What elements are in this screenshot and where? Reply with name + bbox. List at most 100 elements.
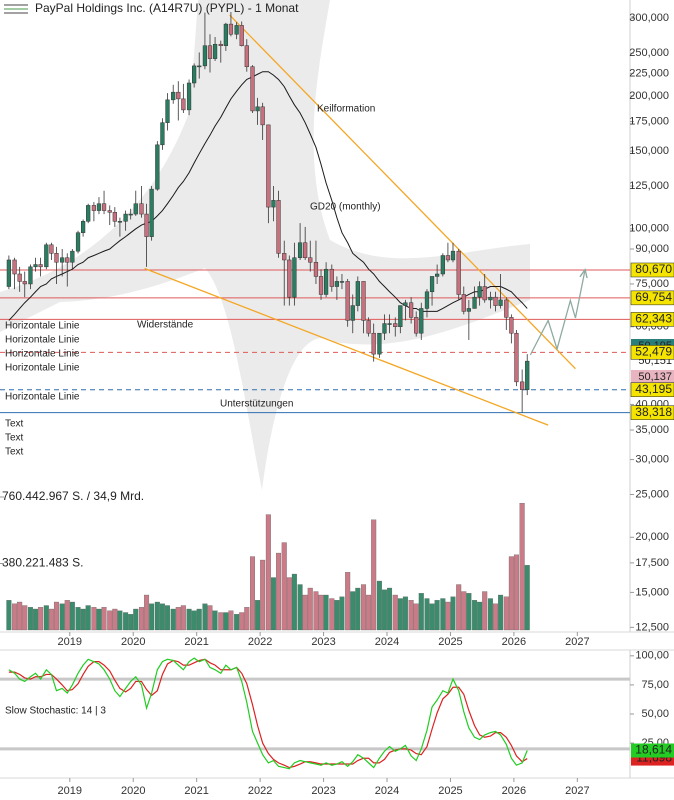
- volume-bar: [519, 503, 525, 631]
- candle-body: [101, 203, 107, 211]
- volume-bar: [440, 598, 446, 631]
- volume-bar: [101, 607, 107, 631]
- candle-body: [514, 332, 519, 383]
- candle-body: [355, 281, 360, 306]
- candle-body: [482, 286, 487, 301]
- volume-bar: [434, 600, 440, 631]
- candle-body: [244, 45, 249, 67]
- volume-bar: [64, 600, 70, 631]
- volume-bar: [313, 591, 319, 631]
- candle-body: [96, 203, 102, 211]
- volume-bar: [323, 594, 329, 631]
- volume-bar: [302, 594, 308, 631]
- candle-body: [509, 317, 514, 334]
- volume-bar: [180, 605, 186, 631]
- y-tick-label: 25,000: [635, 488, 669, 500]
- stoch-tick-label: 50,00: [641, 708, 669, 720]
- candle-body: [282, 253, 287, 261]
- volume-bar: [361, 584, 367, 631]
- candle-body: [38, 264, 43, 268]
- candle-body: [186, 82, 192, 111]
- annotation: Unterstützungen: [220, 399, 293, 410]
- annotation: Keilformation: [317, 104, 375, 115]
- candle-body: [17, 273, 22, 282]
- candle-body: [339, 281, 345, 283]
- candle-body: [255, 106, 260, 112]
- candle-body: [266, 124, 271, 208]
- volume-layer: [0, 496, 530, 631]
- candle-body: [28, 266, 33, 285]
- volume-bar: [297, 584, 303, 631]
- volume-bar: [371, 519, 377, 631]
- x-tick-label: 2020: [121, 785, 145, 797]
- candle-body: [6, 259, 12, 287]
- moving-average: [8, 71, 528, 321]
- volume-bar: [461, 591, 467, 631]
- candle-body: [181, 98, 186, 111]
- x-tick-label: 2027: [565, 785, 589, 797]
- candle-body: [318, 276, 324, 295]
- annotation: Text: [5, 433, 24, 444]
- y-tick-label: 12,500: [635, 621, 669, 633]
- candle-body: [429, 276, 435, 293]
- volume-bar: [244, 607, 250, 631]
- candle-body: [472, 296, 477, 309]
- volume-bar: [281, 542, 287, 631]
- candle-body: [271, 200, 276, 208]
- y-tick-label: 300,000: [629, 12, 669, 24]
- volume-bar: [154, 601, 160, 631]
- y-tick-label: 150,000: [629, 145, 669, 157]
- candle-body: [366, 320, 371, 334]
- volume-bar: [33, 608, 39, 631]
- candle-body: [504, 299, 509, 318]
- candle-body: [234, 25, 239, 35]
- y-tick-label: 15,000: [635, 586, 669, 598]
- candle-body: [91, 205, 97, 211]
- x-tick-label: 2023: [311, 636, 335, 648]
- volume-bar: [159, 603, 165, 631]
- volume-bar: [117, 610, 123, 631]
- candle-body: [345, 281, 350, 321]
- candle-body: [239, 25, 244, 46]
- level-tag-label: 52,479: [635, 345, 672, 359]
- volume-bar: [387, 587, 393, 631]
- candle-body: [176, 91, 181, 100]
- candle-body: [218, 43, 223, 46]
- candle-body: [155, 144, 160, 190]
- level-tag: [630, 405, 674, 420]
- candle-body: [403, 302, 408, 306]
- volume-bar: [350, 591, 356, 631]
- chart-title: PayPal Holdings Inc. (A14R7U) (PYPL) - 1…: [35, 1, 299, 15]
- candle-body: [408, 302, 414, 318]
- stoch-tag: [631, 743, 674, 758]
- x-tick-label: 2024: [375, 785, 399, 797]
- price-tag: [631, 370, 674, 384]
- candle-body: [350, 305, 355, 321]
- volume-bar: [456, 584, 462, 631]
- candle-body: [488, 296, 493, 301]
- x-tick-label: 2021: [184, 636, 208, 648]
- x-tick-label: 2025: [438, 636, 462, 648]
- candle-body: [308, 257, 313, 263]
- volume-bar: [128, 614, 134, 631]
- candle-body: [223, 23, 228, 46]
- candle-body: [493, 296, 498, 306]
- x-tick-label: 2020: [121, 636, 145, 648]
- candle-body: [313, 261, 319, 277]
- candle-body: [22, 281, 27, 285]
- stoch-tick-label: 100,00: [635, 650, 669, 662]
- volume-bar: [228, 610, 234, 631]
- volume-bar: [498, 594, 504, 631]
- candle-body: [117, 221, 123, 223]
- stoch-line: [8, 658, 528, 769]
- candle-body: [212, 43, 218, 59]
- volume-bar: [112, 608, 118, 631]
- volume-bar: [207, 605, 213, 631]
- candle-body: [477, 286, 482, 298]
- x-tick-label: 2023: [311, 785, 335, 797]
- volume-bar: [424, 598, 430, 631]
- volume-bar: [345, 572, 351, 631]
- candle-body: [165, 99, 170, 123]
- volume-bar: [482, 591, 488, 631]
